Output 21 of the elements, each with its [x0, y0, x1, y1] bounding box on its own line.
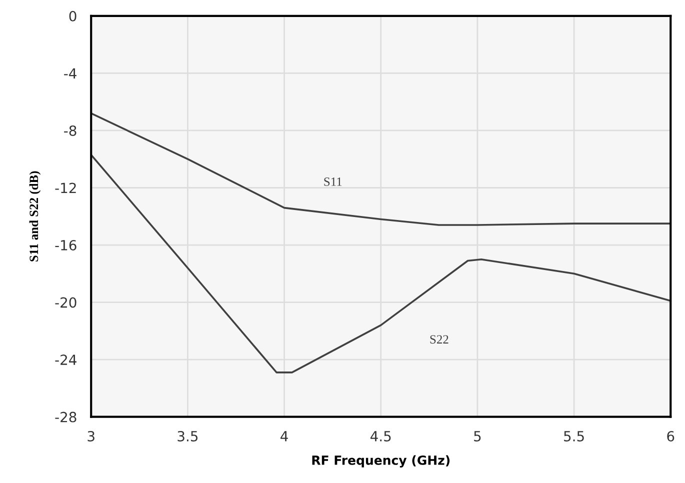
- y-tick-label: -4: [64, 68, 76, 78]
- text: S22: [430, 335, 448, 344]
- y-tick-label: -28: [55, 412, 76, 422]
- y-tick-label: -16: [55, 240, 76, 250]
- y-tick-label: -8: [64, 125, 76, 136]
- x-tick-label: 5.5: [564, 431, 584, 442]
- x-tick-label: 3: [88, 430, 94, 442]
- y-tick-label: 0: [69, 10, 76, 22]
- text: S11: [324, 178, 342, 186]
- x-axis-title: RF Frequency (GHz): [312, 455, 450, 468]
- x-tick-label: 6: [667, 430, 674, 442]
- x-tick-label: 4: [280, 431, 288, 442]
- x-tick-label: 5: [474, 431, 481, 442]
- y-axis-title: S11 and S22 (dB): [29, 171, 41, 262]
- line-series: [91, 154, 671, 374]
- x-tick-label: 4.5: [370, 431, 391, 442]
- x-tick-label: 3.5: [178, 430, 198, 442]
- y-tick-label: -24: [55, 354, 76, 365]
- line-series: [91, 112, 671, 226]
- y-tick-label: -20: [55, 297, 76, 308]
- y-tick-label: -12: [55, 182, 76, 194]
